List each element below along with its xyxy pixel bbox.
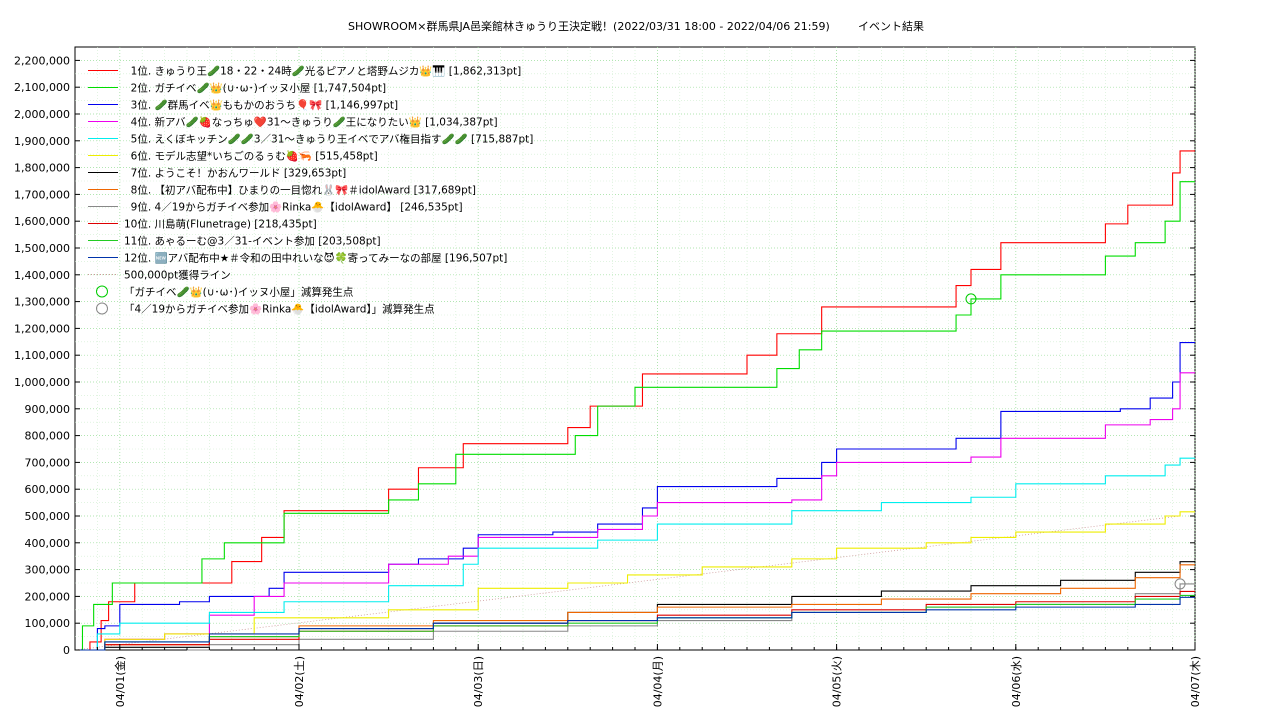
series-layer	[75, 150, 1195, 651]
grid-lines	[75, 47, 1196, 650]
reference-line-500000	[74, 515, 1181, 651]
y-tick-label: 900,000	[25, 403, 71, 416]
legend-marker-2	[96, 302, 108, 315]
legend-label-10: 10位. 川島萌(Flunetrage) [218,435pt]	[124, 218, 317, 231]
legend-marker-label-2: 「4／19からガチイベ参加🌸Rinka🐣【idolAward】」減算発生点	[124, 303, 435, 316]
y-tick-label: 500,000	[25, 510, 71, 523]
y-tick-label: 800,000	[25, 430, 71, 443]
legend-marker-label-1: 「ガチイベ🥒👑(∪･ω･)イッヌ小屋」減算発生点	[124, 286, 353, 299]
series-line-1	[75, 150, 1195, 651]
x-tick-label: 04/04(月)	[651, 656, 664, 707]
x-tick-label: 04/07(木)	[1189, 656, 1202, 707]
x-tick-label: 04/02(土)	[293, 656, 306, 707]
series-line-2	[75, 181, 1195, 651]
chart-title: SHOWROOM×群馬県JA邑楽館林きゅうり王決定戦！(2022/03/31 1…	[348, 19, 830, 33]
reference-line-layer	[74, 515, 1181, 651]
legend-marker-1	[96, 285, 108, 298]
legend-label-1: 1位. きゅうり王🥒18・22・24時🥒光るピアノと塔野ムジカ👑🎹 [1,862…	[124, 65, 521, 78]
x-tick-label: 04/01(金)	[113, 656, 127, 707]
series-line-4	[75, 372, 1195, 651]
y-axis: 0 100,000 200,000 300,000 400,000 500,000 600,…	[14, 54, 1195, 657]
legend-label-8: 8位. 【初アバ配布中】ひまりの一目惚れ🐰🎀＃idolAward [317,68…	[124, 184, 476, 197]
x-tick-label: 04/03(日)	[472, 656, 485, 707]
y-tick-label: 1,000,000	[14, 376, 70, 389]
chart-subtitle: イベント結果	[858, 19, 924, 33]
y-tick-label: 1,600,000	[14, 215, 70, 228]
series-line-3	[75, 342, 1195, 651]
series-line-5	[75, 457, 1195, 651]
y-tick-label: 1,800,000	[14, 162, 70, 175]
deduction-marker-1	[965, 293, 977, 305]
y-tick-label: 1,100,000	[14, 349, 70, 362]
x-tick-label: 04/05(火)	[831, 656, 844, 707]
y-tick-label: 1,500,000	[14, 242, 70, 255]
deduction-marker-2	[1174, 578, 1186, 590]
y-tick-label: 1,200,000	[14, 322, 70, 335]
legend-label-6: 6位. モデル志望*いちごのるぅむ🍓🦐 [515,458pt]	[124, 150, 378, 163]
y-tick-label: 1,900,000	[14, 135, 70, 148]
legend-label-3: 3位. 🥒群馬イベ👑ももかのおうち🎈🎀 [1,146,997pt]	[124, 99, 398, 112]
series-line-12	[75, 596, 1195, 651]
y-tick-label: 600,000	[25, 483, 71, 496]
legend-label-5: 5位. えくぼキッチン🥒🥒3／31〜きゅうり王イベでアバ権目指す🥒🥒 [715,…	[124, 133, 533, 146]
y-tick-label: 400,000	[25, 537, 71, 550]
x-tick-label: 04/06(水)	[1010, 656, 1023, 707]
y-tick-label: 700,000	[25, 456, 71, 469]
marker-layer	[965, 293, 1186, 590]
legend-label-2: 2位. ガチイベ🥒👑(∪･ω･)イッヌ小屋 [1,747,504pt]	[124, 82, 386, 95]
y-tick-label: 2,100,000	[14, 81, 70, 94]
legend: 1位. きゅうり王🥒18・22・24時🥒光るピアノと塔野ムジカ👑🎹 [1,862…	[88, 65, 533, 316]
y-tick-label: 200,000	[25, 590, 71, 603]
legend-label-9: 9位. 4／19からガチイベ参加🌸Rinka🐣【idolAward】 [246,…	[124, 201, 463, 214]
x-axis: 04/01(金) 04/02(土) 04/03(日) 04/04(月) 04/05(火)…	[96, 644, 1202, 707]
legend-label-7: 7位. ようこそ！かおんワールド [329,653pt]	[124, 167, 346, 180]
y-tick-label: 2,200,000	[14, 54, 70, 67]
legend-label-reference: 500,000pt獲得ライン	[124, 269, 231, 282]
y-tick-label: 0	[63, 644, 70, 657]
y-tick-label: 2,000,000	[14, 108, 70, 121]
y-tick-label: 1,400,000	[14, 269, 70, 282]
legend-label-4: 4位. 新アバ🥒🍓なっちゅ❤️31〜きゅうり🥒王になりたい👑 [1,034,38…	[124, 116, 498, 129]
y-tick-label: 1,700,000	[14, 188, 70, 201]
y-tick-label: 300,000	[25, 564, 71, 577]
y-tick-label: 100,000	[25, 617, 71, 630]
legend-label-11: 11位. あゃるーむ@3／31-イベント参加 [203,508pt]	[124, 235, 381, 248]
series-line-6	[75, 511, 1195, 651]
y-tick-label: 1,300,000	[14, 296, 70, 309]
legend-label-12: 12位. 🆕アバ配布中★＃令和の田中れいな😈🍀寄ってみーなの部屋 [196,50…	[124, 252, 507, 265]
